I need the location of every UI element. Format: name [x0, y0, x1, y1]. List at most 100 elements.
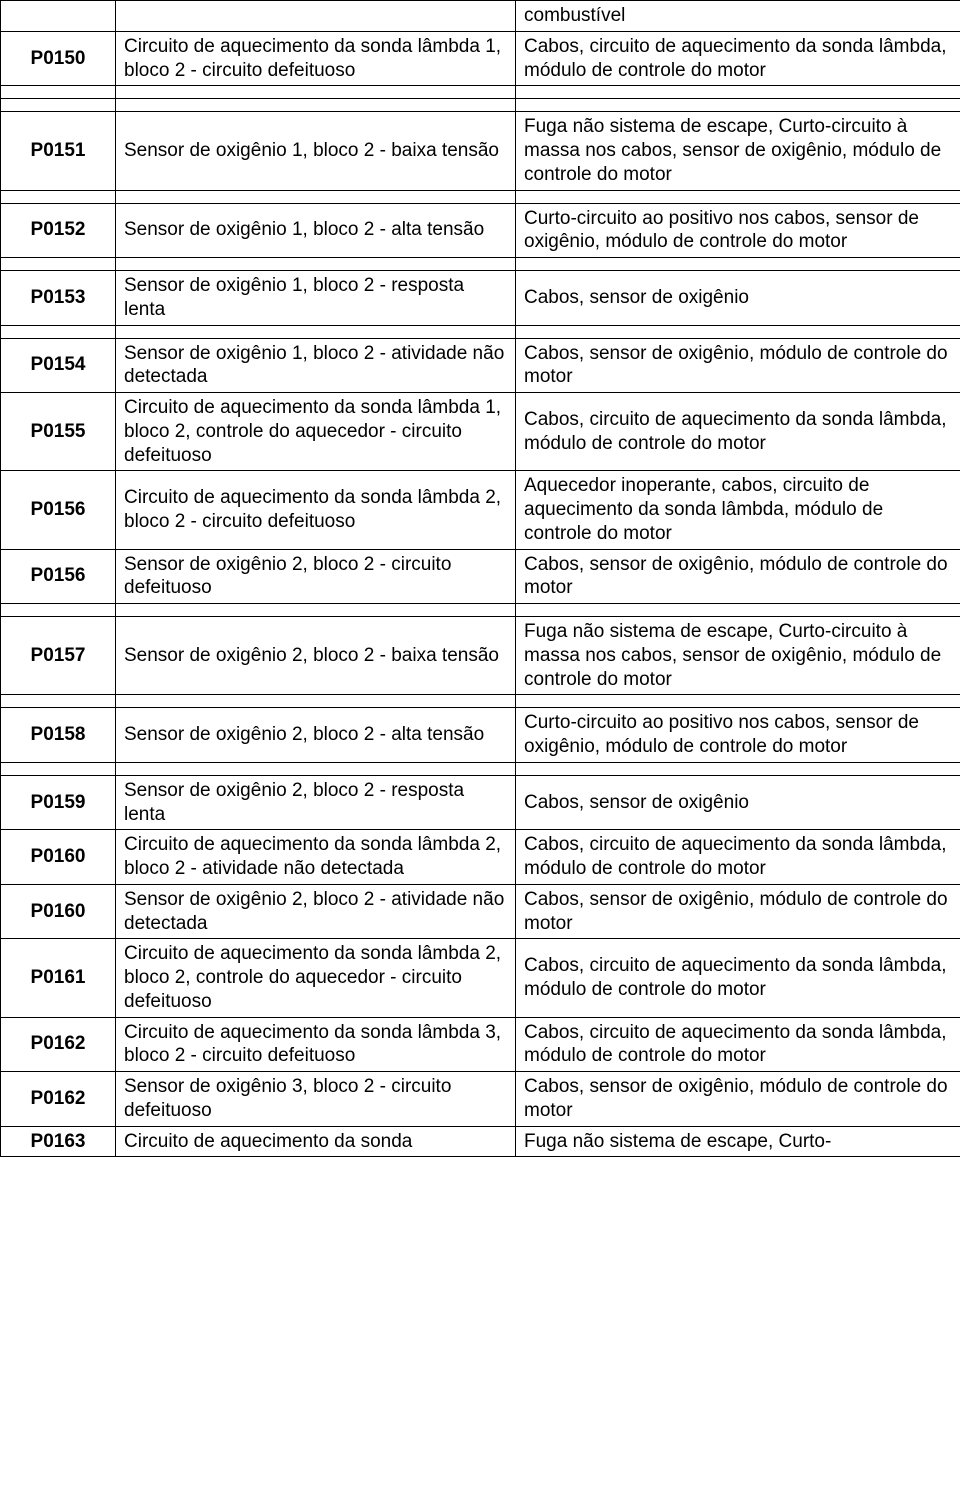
spacer-cell	[516, 762, 960, 775]
dtc-code: P0153	[1, 271, 116, 326]
dtc-cause: Fuga não sistema de escape, Curto-	[516, 1126, 960, 1157]
dtc-code: P0156	[1, 471, 116, 549]
dtc-description: Sensor de oxigênio 1, bloco 2 - baixa te…	[116, 112, 516, 190]
dtc-cause: Cabos, circuito de aquecimento da sonda …	[516, 939, 960, 1017]
dtc-description: Sensor de oxigênio 2, bloco 2 - baixa te…	[116, 617, 516, 695]
dtc-code: P0162	[1, 1072, 116, 1127]
dtc-code: P0160	[1, 830, 116, 885]
spacer-row	[1, 325, 960, 338]
spacer-cell	[1, 190, 116, 203]
dtc-description: Sensor de oxigênio 1, bloco 2 - atividad…	[116, 338, 516, 393]
dtc-description: Sensor de oxigênio 2, bloco 2 - atividad…	[116, 884, 516, 939]
dtc-cause: Fuga não sistema de escape, Curto-circui…	[516, 112, 960, 190]
table-row: P0160Circuito de aquecimento da sonda lâ…	[1, 830, 960, 885]
dtc-cause: Curto-circuito ao positivo nos cabos, se…	[516, 203, 960, 258]
dtc-description: Circuito de aquecimento da sonda lâmbda …	[116, 939, 516, 1017]
spacer-cell	[516, 325, 960, 338]
table-row: P0151Sensor de oxigênio 1, bloco 2 - bai…	[1, 112, 960, 190]
spacer-cell	[1, 99, 116, 112]
dtc-description: Sensor de oxigênio 3, bloco 2 - circuito…	[116, 1072, 516, 1127]
spacer-cell	[1, 695, 116, 708]
dtc-cause: Cabos, circuito de aquecimento da sonda …	[516, 1017, 960, 1072]
spacer-cell	[116, 762, 516, 775]
dtc-code: P0156	[1, 549, 116, 604]
dtc-table: combustívelP0150Circuito de aquecimento …	[0, 0, 960, 1157]
dtc-cause: Cabos, circuito de aquecimento da sonda …	[516, 31, 960, 86]
table-row: P0156Circuito de aquecimento da sonda lâ…	[1, 471, 960, 549]
spacer-cell	[516, 604, 960, 617]
dtc-cause: Cabos, sensor de oxigênio, módulo de con…	[516, 549, 960, 604]
dtc-description: Sensor de oxigênio 2, bloco 2 - resposta…	[116, 775, 516, 830]
dtc-description: Circuito de aquecimento da sonda lâmbda …	[116, 31, 516, 86]
dtc-cause: Cabos, sensor de oxigênio	[516, 271, 960, 326]
dtc-cause: Cabos, sensor de oxigênio, módulo de con…	[516, 1072, 960, 1127]
dtc-code: P0152	[1, 203, 116, 258]
dtc-code: P0157	[1, 617, 116, 695]
dtc-cause: Cabos, sensor de oxigênio, módulo de con…	[516, 884, 960, 939]
table-row: P0153Sensor de oxigênio 1, bloco 2 - res…	[1, 271, 960, 326]
dtc-code: P0155	[1, 393, 116, 471]
dtc-cause: Fuga não sistema de escape, Curto-circui…	[516, 617, 960, 695]
dtc-code: P0161	[1, 939, 116, 1017]
table-row: P0160Sensor de oxigênio 2, bloco 2 - ati…	[1, 884, 960, 939]
spacer-cell	[116, 258, 516, 271]
spacer-row	[1, 190, 960, 203]
dtc-description: Sensor de oxigênio 2, bloco 2 - circuito…	[116, 549, 516, 604]
dtc-description: Circuito de aquecimento da sonda	[116, 1126, 516, 1157]
table-row: P0159Sensor de oxigênio 2, bloco 2 - res…	[1, 775, 960, 830]
table-row: P0162Sensor de oxigênio 3, bloco 2 - cir…	[1, 1072, 960, 1127]
dtc-code: P0162	[1, 1017, 116, 1072]
dtc-code: P0163	[1, 1126, 116, 1157]
table-row: P0156Sensor de oxigênio 2, bloco 2 - cir…	[1, 549, 960, 604]
dtc-cause: Cabos, circuito de aquecimento da sonda …	[516, 393, 960, 471]
spacer-cell	[116, 325, 516, 338]
spacer-cell	[516, 86, 960, 99]
table-row: P0154Sensor de oxigênio 1, bloco 2 - ati…	[1, 338, 960, 393]
dtc-cause: Curto-circuito ao positivo nos cabos, se…	[516, 708, 960, 763]
table-row: combustível	[1, 1, 960, 32]
spacer-row	[1, 695, 960, 708]
spacer-cell	[1, 86, 116, 99]
spacer-cell	[516, 258, 960, 271]
dtc-cause: Cabos, circuito de aquecimento da sonda …	[516, 830, 960, 885]
spacer-row	[1, 604, 960, 617]
dtc-description: Sensor de oxigênio 1, bloco 2 - resposta…	[116, 271, 516, 326]
dtc-code	[1, 1, 116, 32]
dtc-description: Circuito de aquecimento da sonda lâmbda …	[116, 1017, 516, 1072]
spacer-row	[1, 99, 960, 112]
dtc-description: Circuito de aquecimento da sonda lâmbda …	[116, 393, 516, 471]
spacer-cell	[116, 190, 516, 203]
table-row: P0157Sensor de oxigênio 2, bloco 2 - bai…	[1, 617, 960, 695]
spacer-cell	[1, 762, 116, 775]
spacer-cell	[516, 695, 960, 708]
table-row: P0155Circuito de aquecimento da sonda lâ…	[1, 393, 960, 471]
table-row: P0150Circuito de aquecimento da sonda lâ…	[1, 31, 960, 86]
table-row: P0161Circuito de aquecimento da sonda lâ…	[1, 939, 960, 1017]
spacer-cell	[1, 325, 116, 338]
spacer-cell	[516, 190, 960, 203]
spacer-cell	[116, 99, 516, 112]
spacer-cell	[116, 604, 516, 617]
dtc-code: P0154	[1, 338, 116, 393]
dtc-description: Sensor de oxigênio 2, bloco 2 - alta ten…	[116, 708, 516, 763]
dtc-code: P0151	[1, 112, 116, 190]
table-row: P0162Circuito de aquecimento da sonda lâ…	[1, 1017, 960, 1072]
table-row: P0158Sensor de oxigênio 2, bloco 2 - alt…	[1, 708, 960, 763]
dtc-cause: Cabos, sensor de oxigênio	[516, 775, 960, 830]
dtc-description	[116, 1, 516, 32]
spacer-cell	[116, 86, 516, 99]
dtc-code: P0159	[1, 775, 116, 830]
spacer-cell	[116, 695, 516, 708]
dtc-cause: combustível	[516, 1, 960, 32]
spacer-cell	[1, 258, 116, 271]
spacer-row	[1, 762, 960, 775]
table-row: P0152Sensor de oxigênio 1, bloco 2 - alt…	[1, 203, 960, 258]
table-row: P0163Circuito de aquecimento da sondaFug…	[1, 1126, 960, 1157]
dtc-cause: Cabos, sensor de oxigênio, módulo de con…	[516, 338, 960, 393]
dtc-description: Circuito de aquecimento da sonda lâmbda …	[116, 830, 516, 885]
dtc-description: Sensor de oxigênio 1, bloco 2 - alta ten…	[116, 203, 516, 258]
dtc-cause: Aquecedor inoperante, cabos, circuito de…	[516, 471, 960, 549]
spacer-row	[1, 86, 960, 99]
dtc-code: P0150	[1, 31, 116, 86]
spacer-row	[1, 258, 960, 271]
